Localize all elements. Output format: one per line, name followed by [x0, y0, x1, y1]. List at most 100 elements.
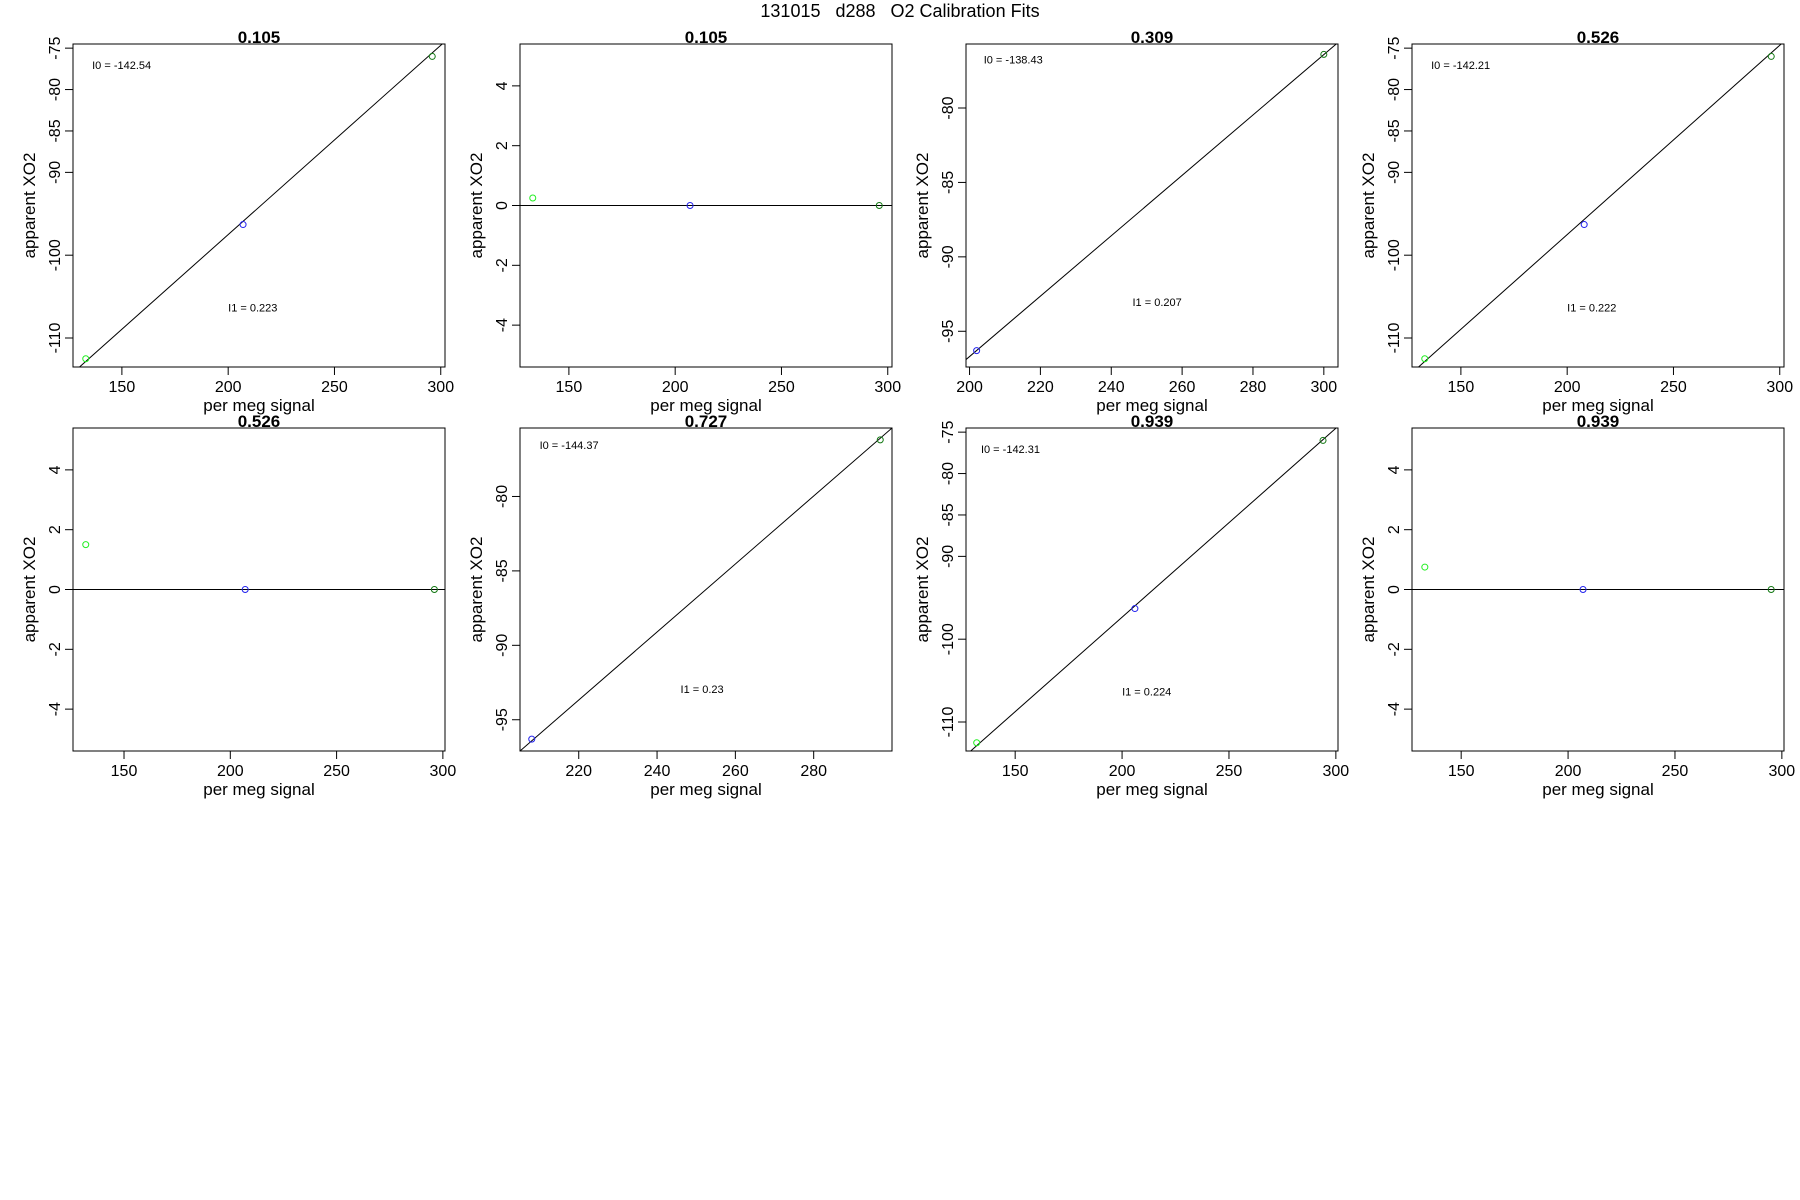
y-tick-label: -75: [940, 420, 957, 443]
x-tick-label: 250: [323, 763, 350, 780]
x-tick-label: 150: [556, 379, 583, 396]
y-axis-label: apparent XO2: [467, 537, 486, 643]
fit-annotation: I1 = 0.222: [1567, 303, 1616, 315]
y-tick-label: -4: [47, 702, 64, 716]
y-tick-label: -2: [1386, 642, 1403, 656]
y-tick-label: -2: [47, 642, 64, 656]
x-tick-label: 260: [1169, 379, 1196, 396]
x-tick-label: 300: [1766, 379, 1793, 396]
data-point: [1319, 436, 1327, 444]
x-tick-label: 150: [1448, 379, 1475, 396]
y-axis-label: apparent XO2: [20, 153, 39, 259]
data-point: [875, 202, 883, 209]
y-axis-label: apparent XO2: [20, 537, 39, 643]
y-axis-label: apparent XO2: [1359, 537, 1378, 643]
y-tick-label: 2: [47, 525, 64, 534]
x-axis-label: per meg signal: [1096, 780, 1208, 799]
x-tick-label: 200: [217, 763, 244, 780]
y-tick-label: -90: [940, 245, 957, 268]
fit-annotation: I1 = 0.23: [681, 684, 724, 696]
data-point: [1767, 586, 1775, 593]
panel-title: 0.105: [685, 28, 728, 47]
y-axis-label: apparent XO2: [913, 537, 932, 643]
plot-frame: [72, 43, 446, 368]
figure-title: 131015 d288 O2 Calibration Fits: [760, 1, 1040, 21]
y-tick-label: 0: [47, 585, 64, 594]
panel-title: 0.105: [238, 28, 281, 47]
data-point: [241, 586, 249, 593]
data-point: [1579, 586, 1587, 593]
panel-title: 0.939: [1577, 412, 1620, 431]
x-tick-label: 250: [1660, 379, 1687, 396]
y-tick-label: -2: [494, 258, 511, 272]
y-tick-label: -90: [1386, 161, 1403, 184]
fit-line: [520, 428, 892, 751]
x-axis-label: per meg signal: [1096, 396, 1208, 415]
y-tick-label: -85: [1386, 119, 1403, 142]
data-point: [876, 436, 884, 444]
y-tick-label: -80: [494, 485, 511, 508]
y-tick-label: -4: [494, 318, 511, 332]
panel-title: 0.309: [1131, 28, 1174, 47]
x-tick-label: 300: [1769, 763, 1796, 780]
x-axis-label: per meg signal: [650, 780, 762, 799]
x-axis-label: per meg signal: [203, 780, 315, 799]
x-tick-label: 220: [1027, 379, 1054, 396]
fit-annotation: I1 = 0.207: [1133, 297, 1182, 309]
y-tick-label: -100: [47, 239, 64, 271]
x-tick-label: 200: [1555, 763, 1582, 780]
x-tick-label: 200: [1554, 379, 1581, 396]
x-tick-label: 200: [662, 379, 689, 396]
x-tick-label: 280: [1240, 379, 1267, 396]
y-tick-label: 4: [1386, 465, 1403, 474]
data-point: [1580, 221, 1588, 229]
fit-line: [1417, 44, 1782, 367]
y-tick-label: -75: [47, 36, 64, 59]
y-axis-label: apparent XO2: [913, 153, 932, 259]
y-tick-label: -80: [940, 462, 957, 485]
x-axis-label: per meg signal: [1542, 396, 1654, 415]
data-point: [239, 221, 247, 229]
plot-frame: [965, 427, 1339, 752]
data-point: [428, 52, 436, 60]
x-tick-label: 250: [321, 379, 348, 396]
data-point: [1421, 563, 1429, 571]
y-tick-label: 0: [1386, 585, 1403, 594]
panel-title: 0.526: [238, 412, 281, 431]
x-tick-label: 150: [111, 763, 138, 780]
data-point: [528, 735, 536, 743]
x-tick-label: 280: [800, 763, 827, 780]
y-tick-label: -80: [940, 96, 957, 119]
fit-annotation: I0 = -142.21: [1431, 60, 1490, 72]
fit-annotation: I0 = -142.54: [92, 60, 151, 72]
x-tick-label: 150: [1448, 763, 1475, 780]
fit-annotation: I0 = -138.43: [984, 54, 1043, 66]
plot-frame: [1411, 43, 1785, 368]
x-axis-label: per meg signal: [1542, 780, 1654, 799]
data-point: [1767, 52, 1775, 60]
y-tick-label: -90: [940, 545, 957, 568]
data-point: [529, 194, 537, 202]
y-tick-label: -95: [940, 320, 957, 343]
data-point: [686, 202, 694, 209]
y-tick-label: -90: [47, 161, 64, 184]
x-axis-label: per meg signal: [650, 396, 762, 415]
data-point: [1421, 355, 1429, 363]
x-tick-label: 240: [644, 763, 671, 780]
x-tick-label: 200: [215, 379, 242, 396]
y-tick-label: 2: [494, 141, 511, 150]
fit-annotation: I0 = -142.31: [981, 444, 1040, 456]
data-point: [973, 347, 981, 355]
y-tick-label: -90: [494, 634, 511, 657]
y-tick-label: 4: [47, 465, 64, 474]
fit-annotation: I0 = -144.37: [540, 440, 599, 452]
panel-title: 0.939: [1131, 412, 1174, 431]
data-point: [430, 586, 438, 593]
y-axis-label: apparent XO2: [467, 153, 486, 259]
x-tick-label: 250: [768, 379, 795, 396]
y-tick-label: -100: [940, 623, 957, 655]
y-tick-label: 0: [494, 201, 511, 210]
y-tick-label: -85: [494, 559, 511, 582]
x-axis-label: per meg signal: [203, 396, 315, 415]
y-tick-label: -95: [494, 708, 511, 731]
